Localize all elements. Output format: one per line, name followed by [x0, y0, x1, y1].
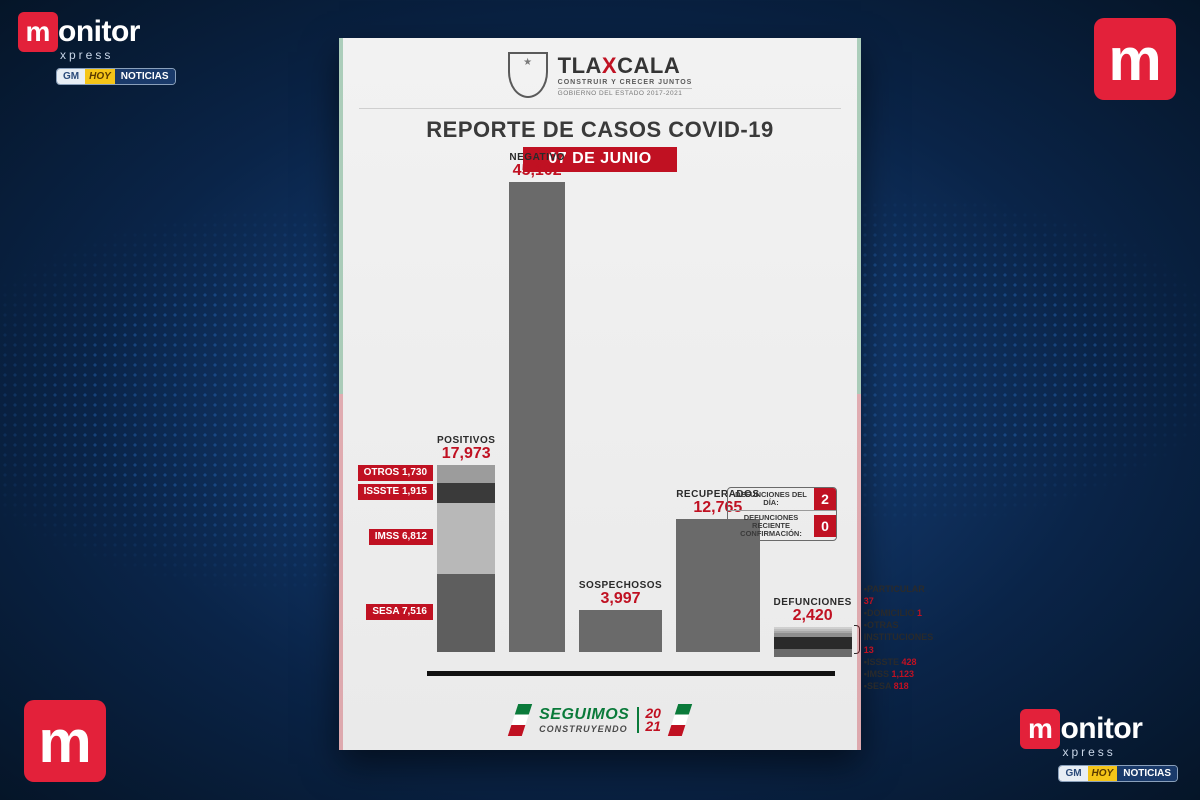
brand-subline: xpress: [1062, 745, 1115, 759]
defunciones-breakdown: •PARTICULAR 37•DOMICILIO 1•OTRAS INSTITU…: [864, 583, 934, 692]
bar-sospechosos: SOSPECHOSOS3,997: [579, 580, 662, 652]
bar-header: DEFUNCIONES2,420: [774, 597, 852, 625]
def-box-label: DEFUNCIONES DEL DÍA:: [728, 488, 814, 510]
state-name-accent: X: [602, 53, 617, 78]
badge-mid: HOY: [1088, 766, 1118, 781]
def-box-row: DEFUNCIONES RECIENTE CONFIRMACIÓN:0: [728, 511, 836, 541]
badge-left: GM: [1059, 766, 1087, 781]
def-box-label: DEFUNCIONES RECIENTE CONFIRMACIÓN:: [728, 511, 814, 541]
brand-m-icon: m: [18, 12, 58, 52]
bar-segment: [774, 637, 852, 649]
badge-right: NOTICIAS: [115, 69, 175, 84]
brand-m-icon: m: [1020, 709, 1060, 749]
covid-bar-chart: POSITIVOS17,973NEGATIVO45,102SOSPECHOSOS…: [359, 182, 841, 702]
breakdown-bracket-icon: [854, 625, 860, 654]
bar-value: 2,420: [774, 607, 852, 625]
defunciones-day-box: DEFUNCIONES DEL DÍA:2DEFUNCIONES RECIENT…: [727, 487, 837, 542]
bar-positivos: POSITIVOS17,973: [437, 435, 495, 652]
bar-segment: [437, 574, 495, 652]
state-crest-icon: [508, 52, 548, 98]
brand-m-icon: m: [24, 700, 106, 782]
positivos-side-label: IMSS 6,812: [369, 529, 433, 545]
state-name-prefix: TLA: [558, 53, 602, 78]
x-axis-line: [427, 671, 835, 676]
bar-stack: [437, 465, 495, 652]
bar-value: 17,973: [437, 445, 495, 463]
breakdown-row: •PARTICULAR 37: [864, 583, 934, 607]
bar-value: 45,102: [509, 162, 564, 180]
badge-right: NOTICIAS: [1117, 766, 1177, 781]
bar-header: NEGATIVO45,102: [509, 152, 564, 180]
state-tagline: CONSTRUIR Y CRECER JUNTOS: [558, 79, 693, 86]
flag-decoration-icon: [508, 704, 532, 736]
brand-badge: GM HOY NOTICIAS: [56, 68, 176, 85]
def-box-value: 2: [814, 488, 836, 510]
breakdown-row: •IMSS 1,123: [864, 668, 934, 680]
panel-footer: SEGUIMOS CONSTRUYENDO 20 21: [359, 704, 841, 736]
gov-header: TLAXCALA CONSTRUIR Y CRECER JUNTOS GOBIE…: [359, 52, 841, 98]
footer-line1: SEGUIMOS: [539, 706, 629, 724]
breakdown-row: •ISSSTE 428: [864, 656, 934, 668]
brand-logo-bottom-right: m onitor xpress GM HOY NOTICIAS: [1020, 709, 1178, 782]
def-box-value: 0: [814, 515, 836, 537]
breakdown-row: •SESA 818: [864, 680, 934, 692]
bar-segment: [437, 503, 495, 574]
bars-container: POSITIVOS17,973NEGATIVO45,102SOSPECHOSOS…: [437, 182, 721, 652]
bar-value: 3,997: [579, 590, 662, 608]
state-subline: GOBIERNO DEL ESTADO 2017-2021: [558, 88, 693, 97]
brand-word: onitor: [1060, 712, 1142, 746]
brand-m-icon: m: [1094, 18, 1176, 100]
flag-decoration-icon: [668, 704, 692, 736]
bar-stack: [579, 610, 662, 652]
bar-header: POSITIVOS17,973: [437, 435, 495, 463]
footer-line2: CONSTRUYENDO: [539, 724, 629, 734]
brand-word: onitor: [58, 15, 140, 49]
brand-m-bottom-left: m: [24, 700, 106, 782]
brand-m-top-right: m: [1094, 18, 1176, 100]
bar-negativo: NEGATIVO45,102: [509, 152, 564, 652]
positivos-side-label: SESA 7,516: [366, 604, 433, 620]
bar-segment: [774, 649, 852, 658]
positivos-side-label: ISSSTE 1,915: [358, 484, 433, 500]
footer-year-bottom: 21: [645, 720, 661, 733]
state-name: TLAXCALA: [558, 53, 693, 79]
state-name-suffix: CALA: [617, 53, 680, 78]
bar-segment: [437, 465, 495, 483]
badge-left: GM: [57, 69, 85, 84]
breakdown-row: •OTRAS INSTITUCIONES 13: [864, 619, 934, 655]
bar-stack: [774, 627, 852, 652]
positivos-side-label: OTROS 1,730: [358, 465, 433, 481]
bar-stack: [509, 182, 564, 652]
def-box-row: DEFUNCIONES DEL DÍA:2: [728, 488, 836, 510]
breakdown-row: •DOMICILIO 1: [864, 607, 934, 619]
bar-header: SOSPECHOSOS3,997: [579, 580, 662, 608]
brand-logo-top-left: m onitor xpress GM HOY NOTICIAS: [18, 12, 176, 85]
bar-segment: [437, 483, 495, 503]
badge-mid: HOY: [85, 69, 115, 84]
brand-badge: GM HOY NOTICIAS: [1058, 765, 1178, 782]
brand-subline: xpress: [60, 48, 113, 62]
report-panel: TLAXCALA CONSTRUIR Y CRECER JUNTOS GOBIE…: [339, 38, 861, 750]
bar-defunciones: DEFUNCIONES2,420: [774, 597, 852, 652]
report-title: REPORTE DE CASOS COVID-19: [359, 108, 841, 143]
